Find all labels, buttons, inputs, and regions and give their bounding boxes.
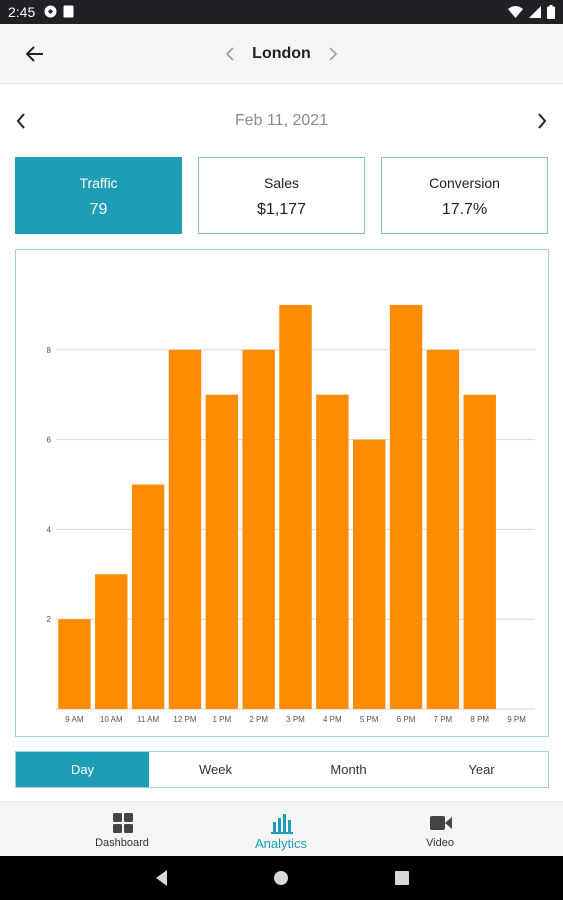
video-camera-icon — [430, 816, 452, 830]
status-system-icons — [508, 5, 555, 19]
app-bar: London — [0, 24, 563, 84]
chart-bar — [95, 574, 128, 709]
previous-date-button[interactable] — [8, 108, 34, 134]
x-tick-label: 8 PM — [470, 715, 489, 724]
nav-label: Analytics — [254, 836, 308, 851]
recents-square-icon[interactable] — [392, 868, 412, 888]
x-tick-label: 11 AM — [137, 715, 159, 724]
file-icon — [63, 5, 74, 18]
tab-day[interactable]: Day — [16, 752, 149, 787]
y-tick-label: 8 — [47, 346, 52, 355]
date-navigator: Feb 11, 2021 — [0, 104, 563, 138]
signal-icon — [529, 6, 541, 18]
x-tick-label: 4 PM — [323, 715, 342, 724]
y-tick-label: 2 — [47, 615, 52, 624]
chart-bar — [316, 394, 349, 709]
notification-icon — [44, 5, 57, 18]
status-bar: 2:45 — [0, 0, 563, 24]
metric-value: $1,177 — [257, 201, 306, 218]
chart-bar — [352, 439, 386, 709]
chart-bar — [242, 349, 275, 709]
arrow-left-icon — [26, 46, 43, 62]
battery-icon — [547, 5, 555, 19]
chevron-left-icon — [225, 47, 234, 61]
next-date-button[interactable] — [529, 108, 555, 134]
chart-bar — [205, 394, 239, 709]
chart-bar — [279, 304, 312, 709]
nav-analytics[interactable]: Analytics — [221, 802, 341, 857]
metric-label: Traffic — [79, 175, 118, 191]
x-tick-label: 2 PM — [249, 715, 268, 724]
current-date: Feb 11, 2021 — [234, 112, 329, 129]
previous-location-button[interactable] — [220, 42, 238, 66]
metric-label: Sales — [263, 175, 300, 191]
x-tick-label: 9 PM — [507, 715, 526, 724]
metric-value: 79 — [89, 201, 108, 218]
chart-panel: 2 4 6 8 9 AM 10 AM 11 AM 12 PM 1 PM 2 PM 3 PM 4 PM 5… — [15, 249, 549, 737]
metric-card-sales[interactable]: Sales $1,177 — [198, 157, 365, 234]
chart-bar — [168, 349, 202, 709]
nav-label: Video — [426, 837, 454, 849]
metric-value: 17.7% — [441, 201, 488, 218]
chevron-right-icon — [538, 113, 547, 129]
traffic-bar-chart: 2 4 6 8 9 AM 10 AM 11 AM 12 PM 1 PM 2 PM 3 PM 4 PM 5… — [47, 304, 535, 724]
tab-week[interactable]: Week — [199, 762, 232, 777]
bottom-navigation: Dashboard Analytics Video — [0, 801, 563, 856]
location-switcher: London — [0, 42, 563, 66]
chart-bar — [463, 394, 496, 709]
status-notification-icons — [44, 5, 74, 18]
back-button[interactable] — [20, 40, 50, 68]
chart-bar — [58, 619, 91, 709]
x-tick-label: 3 PM — [286, 715, 305, 724]
x-tick-label: 5 PM — [360, 715, 379, 724]
home-circle-icon[interactable] — [271, 868, 291, 888]
metric-label: Conversion — [429, 175, 500, 191]
nav-video[interactable]: Video — [380, 802, 500, 857]
tab-year[interactable]: Year — [468, 762, 495, 777]
chart-bar — [131, 484, 165, 709]
wifi-icon — [508, 6, 523, 18]
chevron-right-icon — [329, 47, 338, 61]
grid-icon — [113, 813, 133, 833]
x-tick-label: 7 PM — [434, 715, 453, 724]
chart-bar — [389, 304, 423, 709]
chart-bar — [426, 349, 460, 709]
chevron-left-icon — [16, 113, 25, 129]
bar-chart-icon — [271, 814, 293, 834]
x-tick-label: 10 AM — [100, 715, 123, 724]
tab-month[interactable]: Month — [330, 762, 367, 777]
x-tick-label: 12 PM — [173, 715, 196, 724]
back-triangle-icon[interactable] — [152, 868, 172, 888]
nav-dashboard[interactable]: Dashboard — [62, 802, 182, 857]
location-title: London — [252, 45, 311, 62]
y-tick-label: 4 — [47, 525, 52, 534]
x-tick-label: 9 AM — [65, 715, 84, 724]
y-tick-label: 6 — [47, 436, 52, 445]
x-tick-label: 6 PM — [397, 715, 416, 724]
x-tick-label: 1 PM — [212, 715, 231, 724]
status-time: 2:45 — [8, 4, 36, 20]
metric-card-conversion[interactable]: Conversion 17.7% — [381, 157, 548, 234]
nav-label: Dashboard — [95, 837, 149, 849]
next-location-button[interactable] — [325, 42, 343, 66]
metric-card-traffic[interactable]: Traffic 79 — [15, 157, 182, 234]
system-navigation-bar — [0, 856, 563, 900]
period-tabs: Day Week Month Year — [15, 751, 549, 788]
